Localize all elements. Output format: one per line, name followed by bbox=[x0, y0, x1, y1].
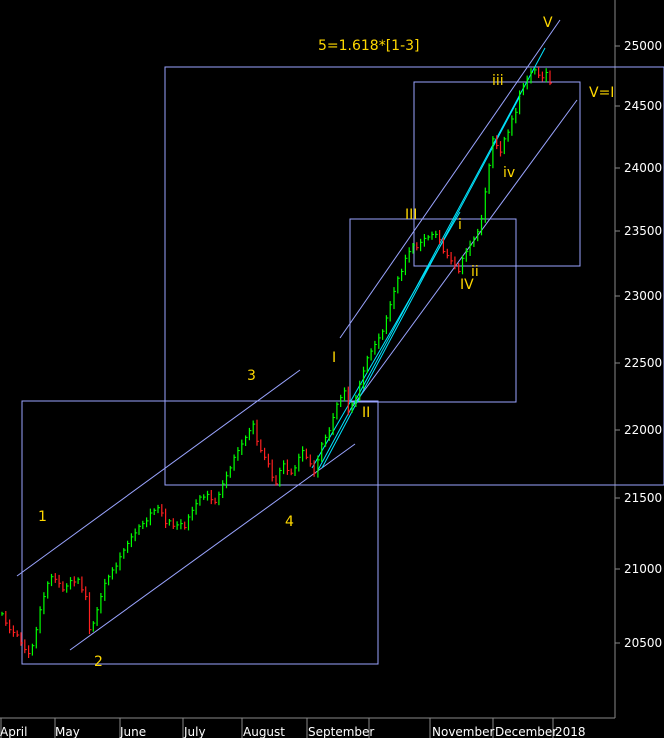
x-tick-label: 2018 bbox=[555, 725, 586, 738]
box-wave-1-3 bbox=[21, 400, 379, 665]
wave-label-I: I bbox=[332, 350, 336, 366]
x-tick-label: August bbox=[243, 725, 285, 738]
x-tick-label: December bbox=[495, 725, 557, 738]
wave-boxes bbox=[21, 66, 664, 665]
channel-upper-1 bbox=[16, 369, 301, 577]
x-tick-label: May bbox=[55, 725, 80, 738]
wave-label-V-I: V=I bbox=[589, 85, 614, 101]
trend-line-c bbox=[321, 95, 521, 469]
y-tick-label: 22500 bbox=[624, 356, 662, 370]
wave-label-III: III bbox=[405, 207, 417, 223]
y-tick-label: 23000 bbox=[624, 289, 662, 303]
y-tick-label: 24500 bbox=[624, 99, 662, 113]
channel-lower-1 bbox=[69, 443, 356, 651]
y-tick-label: 22000 bbox=[624, 423, 662, 437]
wave-labels: 1 2 3 4 I II III IV V=I i ii iii iv V bbox=[38, 15, 614, 670]
x-tick-label: July bbox=[183, 725, 206, 738]
y-tick-label: 23500 bbox=[624, 224, 662, 238]
x-tick-label: April bbox=[0, 725, 27, 738]
y-tick-label: 21500 bbox=[624, 491, 662, 505]
y-tick-label: 25000 bbox=[624, 39, 662, 53]
x-tick-label: November bbox=[432, 725, 494, 738]
wave-label-4: 4 bbox=[285, 514, 294, 530]
x-axis bbox=[0, 718, 554, 738]
channel-lower-2 bbox=[349, 99, 578, 411]
channel-upper-2 bbox=[339, 19, 561, 339]
wave-label-II: II bbox=[362, 405, 370, 421]
wave-label-ii: ii bbox=[471, 264, 479, 280]
box-wave-I-III bbox=[349, 218, 517, 403]
wave-label-V: V bbox=[543, 15, 553, 31]
box-wave-big bbox=[164, 66, 664, 486]
y-axis: 25000 24500 24000 23500 23000 22500 2200… bbox=[615, 39, 662, 650]
wave-label-iii: iii bbox=[492, 73, 504, 89]
wave-label-i: i bbox=[458, 217, 462, 233]
box-wave-III-V bbox=[413, 81, 581, 267]
y-tick-label: 21000 bbox=[624, 562, 662, 576]
channel-lines bbox=[16, 19, 578, 651]
y-tick-label: 20500 bbox=[624, 636, 662, 650]
y-tick-label: 24000 bbox=[624, 161, 662, 175]
x-axis-labels: April May June July August September Nov… bbox=[0, 725, 586, 738]
x-tick-label: June bbox=[119, 725, 146, 738]
wave-label-iv: iv bbox=[503, 165, 515, 181]
wave-label-2: 2 bbox=[94, 654, 103, 670]
x-tick-label: September bbox=[308, 725, 374, 738]
chart-title: 5=1.618*[1-3] bbox=[318, 38, 420, 54]
price-bars bbox=[1, 67, 552, 658]
wave-label-3: 3 bbox=[247, 368, 256, 384]
wave-label-IV: IV bbox=[460, 277, 474, 293]
wave-label-1: 1 bbox=[38, 509, 47, 525]
